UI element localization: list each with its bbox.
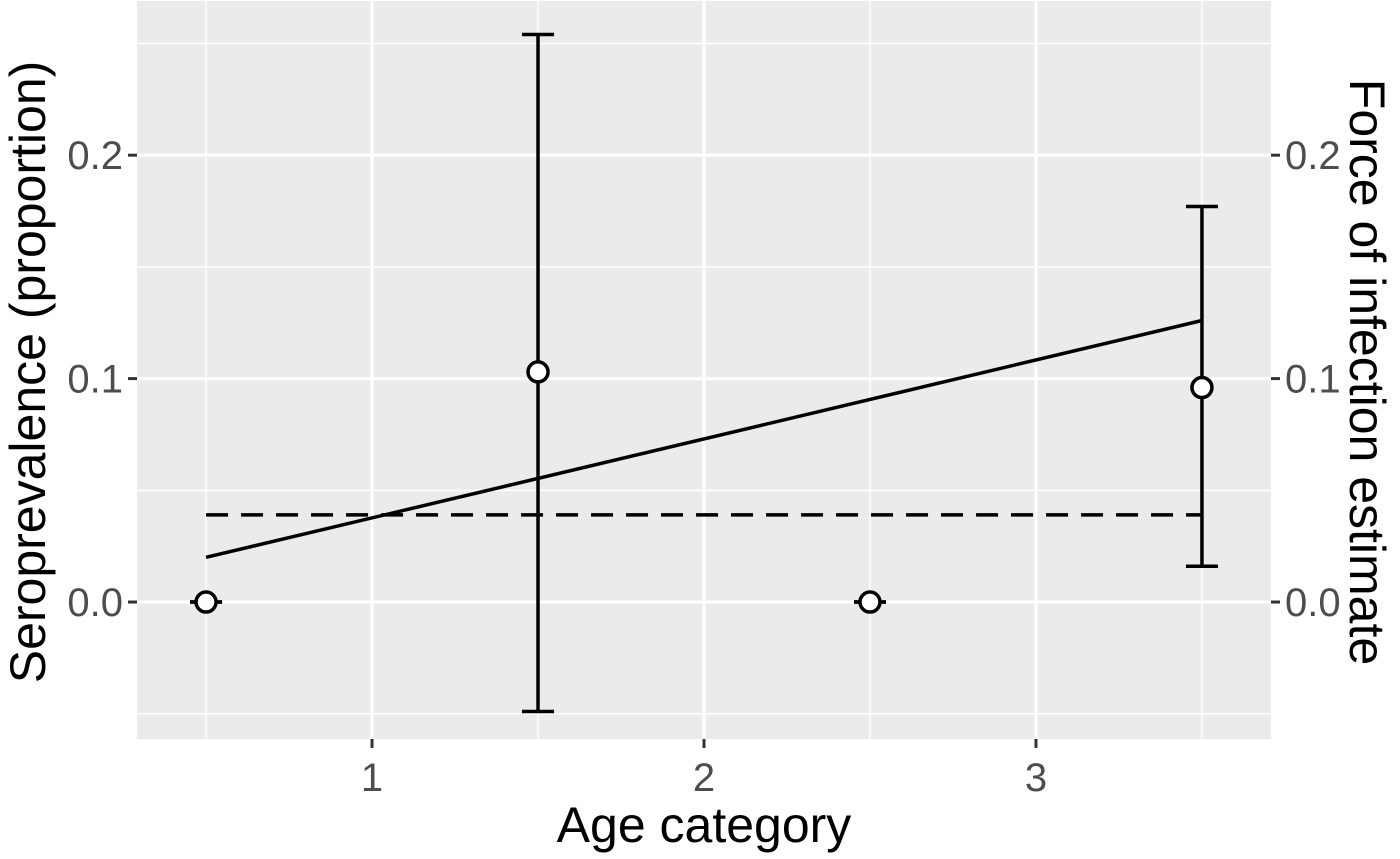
y-tick-label-right: 0.0 (1285, 581, 1341, 625)
data-point (1190, 375, 1214, 400)
x-tick-label: 1 (361, 756, 383, 800)
y-tick-label-left: 0.2 (67, 134, 123, 178)
force-of-infection-fit-line (205, 318, 1203, 560)
data-point (194, 590, 218, 614)
y-axis-title-right: Force of infection estimate (1339, 78, 1395, 666)
y-tick-label-right: 0.1 (1285, 358, 1341, 402)
y-tick-label-right: 0.2 (1285, 134, 1341, 178)
x-tick-label: 3 (1025, 756, 1047, 800)
data-point (858, 590, 882, 614)
data-point (526, 360, 550, 384)
x-axis-title: Age category (556, 797, 852, 853)
x-tick-label: 2 (693, 756, 715, 800)
y-tick-label-left: 0.1 (67, 358, 123, 402)
y-axis-title-left: Seroprevalence (proportion) (0, 60, 56, 684)
y-tick-label-left: 0.0 (67, 581, 123, 625)
